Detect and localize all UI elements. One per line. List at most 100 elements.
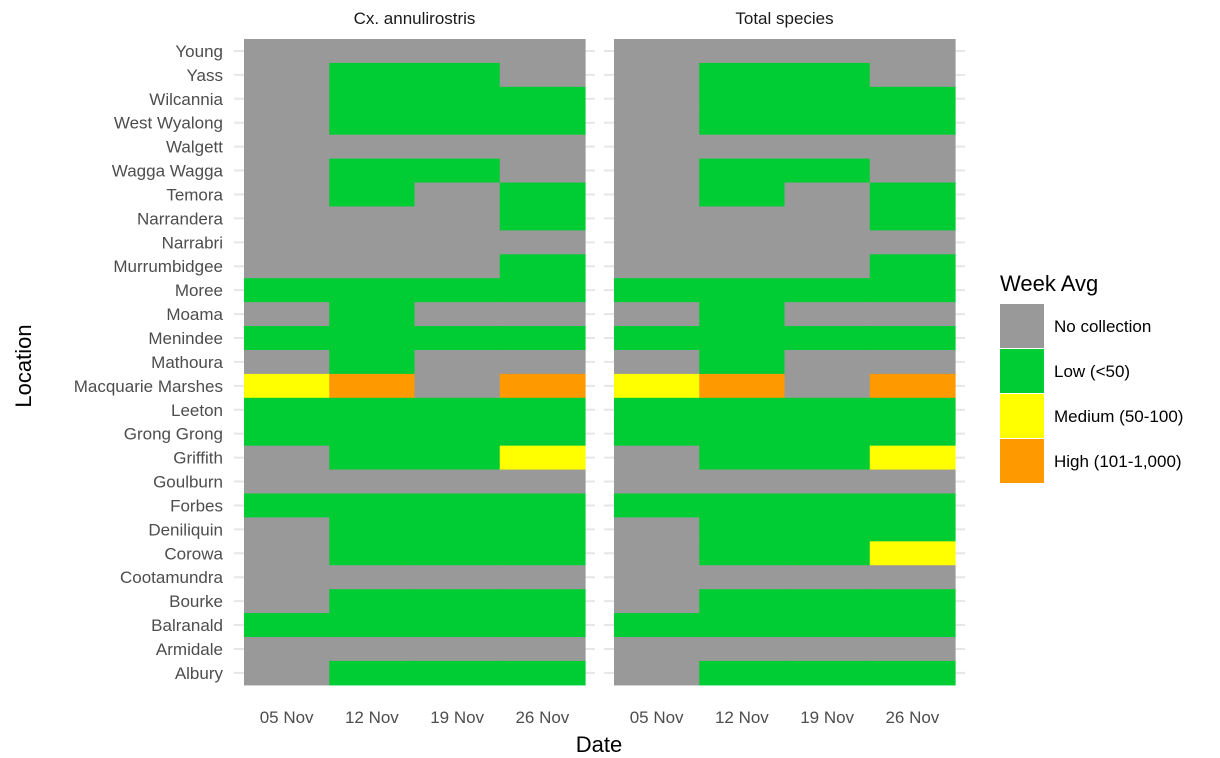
heatmap-tile [499,373,586,399]
y-tick-label: Murrumbidgee [113,257,223,276]
heatmap-tile [869,86,956,112]
heatmap-tile [614,469,700,495]
legend: Week Avg No collection Low (<50) Medium (5… [1000,271,1183,483]
heatmap-tile [784,493,871,518]
y-tick-label: Moama [166,305,223,324]
heatmap-tile [699,493,786,518]
heatmap-tile [499,565,586,590]
legend-label: Medium (50-100) [1054,407,1183,426]
heatmap-tile [699,421,786,447]
heatmap-tile [699,39,786,64]
heatmap-tile [329,302,416,327]
heatmap-tile [499,302,586,327]
heatmap-tile [244,637,330,662]
heatmap-tile [329,565,416,590]
y-tick-label: Leeton [171,401,223,420]
heatmap-tile [784,158,871,184]
legend-key [1000,304,1044,348]
heatmap-tile [699,62,786,88]
heatmap-tile [329,493,416,518]
heatmap-tile [499,493,586,518]
heatmap-tile [869,110,956,136]
heatmap-tile [614,565,700,590]
heatmap-tile [699,302,786,327]
heatmap-tile [499,134,586,160]
heatmap-tile [499,397,586,423]
heatmap-tile [499,86,586,112]
heatmap-tile [414,182,501,208]
heatmap-tile [499,254,586,279]
y-tick-label: Moree [175,281,223,300]
heatmap-tile [614,230,700,255]
heatmap-tile [329,589,416,614]
y-tick-label: Wagga Wagga [112,162,224,181]
panels: Cx. annulirostris Total species [234,9,965,686]
y-tick-label: Young [175,42,223,61]
heatmap-tile [614,158,700,184]
x-tick-label: 19 Nov [430,708,484,727]
heatmap-tile [499,158,586,184]
x-tick-label: 05 Nov [260,708,314,727]
heatmap-tile [244,589,330,614]
heatmap-tile [784,39,871,64]
heatmap-tile [784,302,871,327]
heatmap-tile [499,421,586,447]
heatmap-tile [244,158,330,184]
heatmap-tile [329,541,416,566]
y-tick-label: Albury [175,664,224,683]
heatmap-tile [784,134,871,160]
heatmap-tile [784,469,871,495]
x-tick-label: 05 Nov [630,708,684,727]
heatmap-tile [614,182,700,208]
heatmap-tile [614,326,700,351]
heatmap-tile [499,39,586,64]
heatmap-tile [869,589,956,614]
heatmap-tile [869,349,956,375]
heatmap-tile [244,134,330,160]
heatmap-tile [244,660,330,686]
heatmap-tile [499,660,586,686]
heatmap-tile [244,39,330,64]
heatmap-tile [784,517,871,542]
heatmap-tile [614,493,700,518]
x-tick-label: 12 Nov [715,708,769,727]
heatmap-tile [499,469,586,495]
heatmap-tile [699,349,786,375]
heatmap-tile [414,230,501,255]
heatmap-tile [869,254,956,279]
y-tick-label: Forbes [170,496,223,515]
heatmap-tile [869,206,956,231]
heatmap-tile [784,397,871,423]
y-axis-ticks: Young Yass Wilcannia West Wyalong Walgett Wag… [74,42,224,683]
heatmap-tile [699,86,786,112]
panel-1: Cx. annulirostris [234,9,595,686]
heatmap-tile [244,421,330,447]
panel-2: Total species [604,9,965,686]
heatmap-tile [329,182,416,208]
heatmap-tile [499,517,586,542]
heatmap-tile [414,637,501,662]
heatmap-tile [499,541,586,566]
heatmap-tile [329,254,416,279]
heatmap-tile [699,469,786,495]
heatmap-tile [499,206,586,231]
heatmap-tile [329,445,416,471]
y-tick-label: Goulburn [153,473,223,492]
heatmap-tile [869,62,956,88]
x-tick-label: 19 Nov [800,708,854,727]
heatmap-tile [699,206,786,231]
heatmap-tile [244,86,330,112]
y-tick-label: Balranald [151,616,223,635]
heatmap-tile [699,134,786,160]
heatmap-tile [499,230,586,255]
heatmap-tile [784,254,871,279]
heatmap-tile [869,493,956,518]
heatmap-tile [499,349,586,375]
heatmap-tile [329,326,416,351]
heatmap-tile [699,565,786,590]
heatmap-tile [329,158,416,184]
heatmap-tile [614,86,700,112]
legend-label: No collection [1054,317,1151,336]
heatmap-tile [869,373,956,399]
